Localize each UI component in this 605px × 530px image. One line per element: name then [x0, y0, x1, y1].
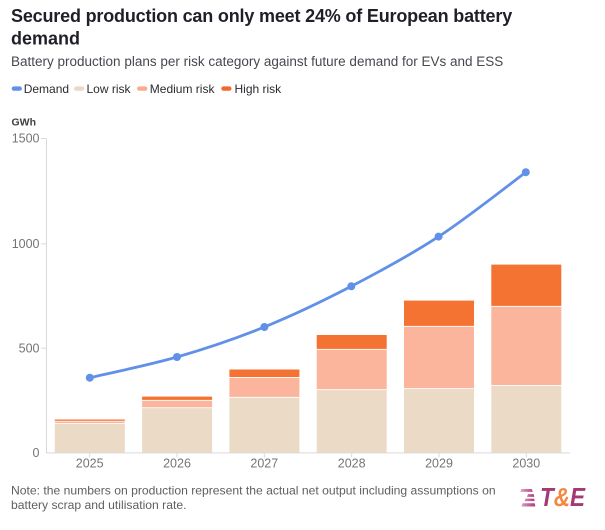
svg-text:T&E: T&E [540, 484, 586, 512]
svg-text:1500: 1500 [12, 132, 40, 146]
svg-text:Note: the numbers on productio: Note: the numbers on production represen… [11, 484, 496, 498]
svg-text:battery scrap and utilisation: battery scrap and utilisation rate. [11, 498, 186, 512]
svg-text:demand: demand [11, 29, 80, 49]
svg-text:2030: 2030 [512, 457, 540, 471]
svg-text:Demand: Demand [24, 82, 69, 96]
svg-text:Low risk: Low risk [87, 82, 132, 96]
svg-text:2028: 2028 [338, 457, 366, 471]
svg-text:2026: 2026 [163, 457, 191, 471]
svg-text:1000: 1000 [12, 237, 40, 251]
svg-text:Battery production plans per r: Battery production plans per risk catego… [11, 54, 503, 69]
svg-text:2025: 2025 [76, 457, 104, 471]
svg-text:2027: 2027 [250, 457, 278, 471]
svg-text:Medium risk: Medium risk [150, 82, 216, 96]
svg-text:0: 0 [33, 446, 40, 460]
svg-text:Secured production can only me: Secured production can only meet 24% of … [11, 6, 512, 26]
svg-text:500: 500 [19, 341, 40, 355]
svg-text:2029: 2029 [425, 457, 453, 471]
svg-text:GWh: GWh [12, 116, 37, 128]
svg-text:High risk: High risk [235, 82, 283, 96]
